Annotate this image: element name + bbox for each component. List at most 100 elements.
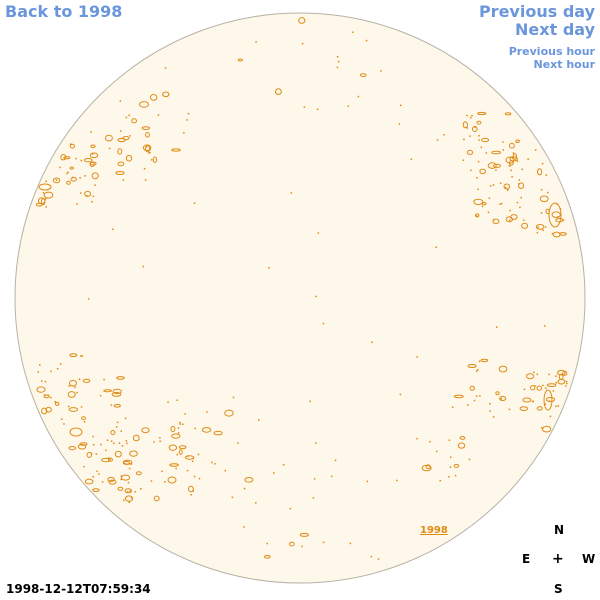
contour-speck [186,119,188,121]
previous-day-link[interactable]: Previous day [478,2,595,21]
contour-speck [457,442,466,449]
contour-speck [41,380,43,382]
contour-speck [467,404,469,406]
contour-speck [480,358,489,363]
contour-speck [526,373,535,380]
contour-speck [44,380,47,383]
contour-speck [127,481,130,484]
contour-speck [501,202,503,205]
contour-speck [82,378,91,383]
contour-speck [471,114,473,117]
contour-speck [80,159,83,162]
contour-speck [150,480,153,482]
contour-speck [566,382,568,385]
contour-speck [125,116,128,119]
contour-speck [551,232,554,235]
contour-speck [504,112,512,116]
contour-speck [182,423,184,425]
contour-speck [435,246,437,248]
contour-speck [477,188,479,191]
contour-speck [545,397,556,402]
contour-speck [177,432,180,434]
contour-speck [451,406,454,408]
year-link[interactable]: 1998 [420,525,448,536]
contour-speck [178,449,183,455]
contour-speck [400,104,402,107]
contour-speck [130,496,133,499]
contour-speck [83,421,86,423]
contour-speck [546,383,557,388]
contour-speck [303,106,306,108]
contour-speck [396,479,398,482]
contour-speck [337,60,340,63]
contour-speck [67,405,70,408]
contour-speck [134,491,137,493]
contour-speck [119,100,122,102]
contour-speck [557,378,566,385]
contour-speck [107,457,113,462]
contour-speck [145,146,148,148]
contour-speck [115,171,125,175]
contour-speck [255,41,257,43]
contour-speck [232,396,235,399]
contour-speck [315,295,317,298]
back-to-year-link[interactable]: Back to 1998 [5,2,123,21]
contour-speck [488,197,491,199]
contour-speck [99,394,102,397]
contour-speck [91,201,93,203]
contour-speck [516,201,519,204]
contour-speck [120,475,123,477]
contour-speck [125,440,128,442]
contour-speck [67,171,69,174]
contour-speck [518,179,521,181]
contour-speck [103,389,112,393]
contour-speck [132,434,140,442]
contour-speck [519,206,521,209]
contour-speck [539,195,549,203]
contour-speck [544,325,546,327]
contour-speck [157,114,160,116]
contour-speck [178,445,187,450]
contour-speck [523,219,525,221]
contour-speck [171,433,181,439]
contour-speck [487,211,490,214]
contour-speck [547,191,549,194]
next-hour-link[interactable]: Next hour [533,58,596,71]
contour-speck [466,114,468,117]
contour-speck [124,495,134,502]
contour-speck [521,168,523,171]
contour-speck [540,427,543,429]
previous-hour-link[interactable]: Previous hour [508,45,595,58]
contour-speck [463,138,465,141]
contour-speck [59,166,61,169]
contour-speck [38,183,52,191]
contour-speck [509,142,515,149]
contour-speck [150,159,153,161]
contour-speck [543,389,553,411]
contour-speck [357,95,360,98]
contour-speck [557,369,566,376]
next-day-link[interactable]: Next day [515,20,595,39]
contour-speck [183,132,185,134]
contour-speck [206,411,208,413]
contour-speck [555,405,557,407]
contour-speck [108,479,117,485]
contour-speck [115,426,118,428]
contour-speck [443,134,445,136]
contour-speck [365,39,368,42]
contour-speck [505,216,513,223]
contour-speck [117,161,125,167]
contour-speck [421,464,432,472]
contour-speck [489,185,492,187]
contour-speck [104,134,113,142]
contour-speck [122,460,131,465]
contour-speck [120,474,131,481]
contour-speck [509,164,511,167]
contour-speck [198,477,201,480]
contour-speck [126,491,129,493]
contour-speck [194,427,196,430]
contour-speck [37,371,39,373]
contour-speck [43,394,50,399]
contour-speck [106,439,109,441]
contour-speck [201,427,212,433]
